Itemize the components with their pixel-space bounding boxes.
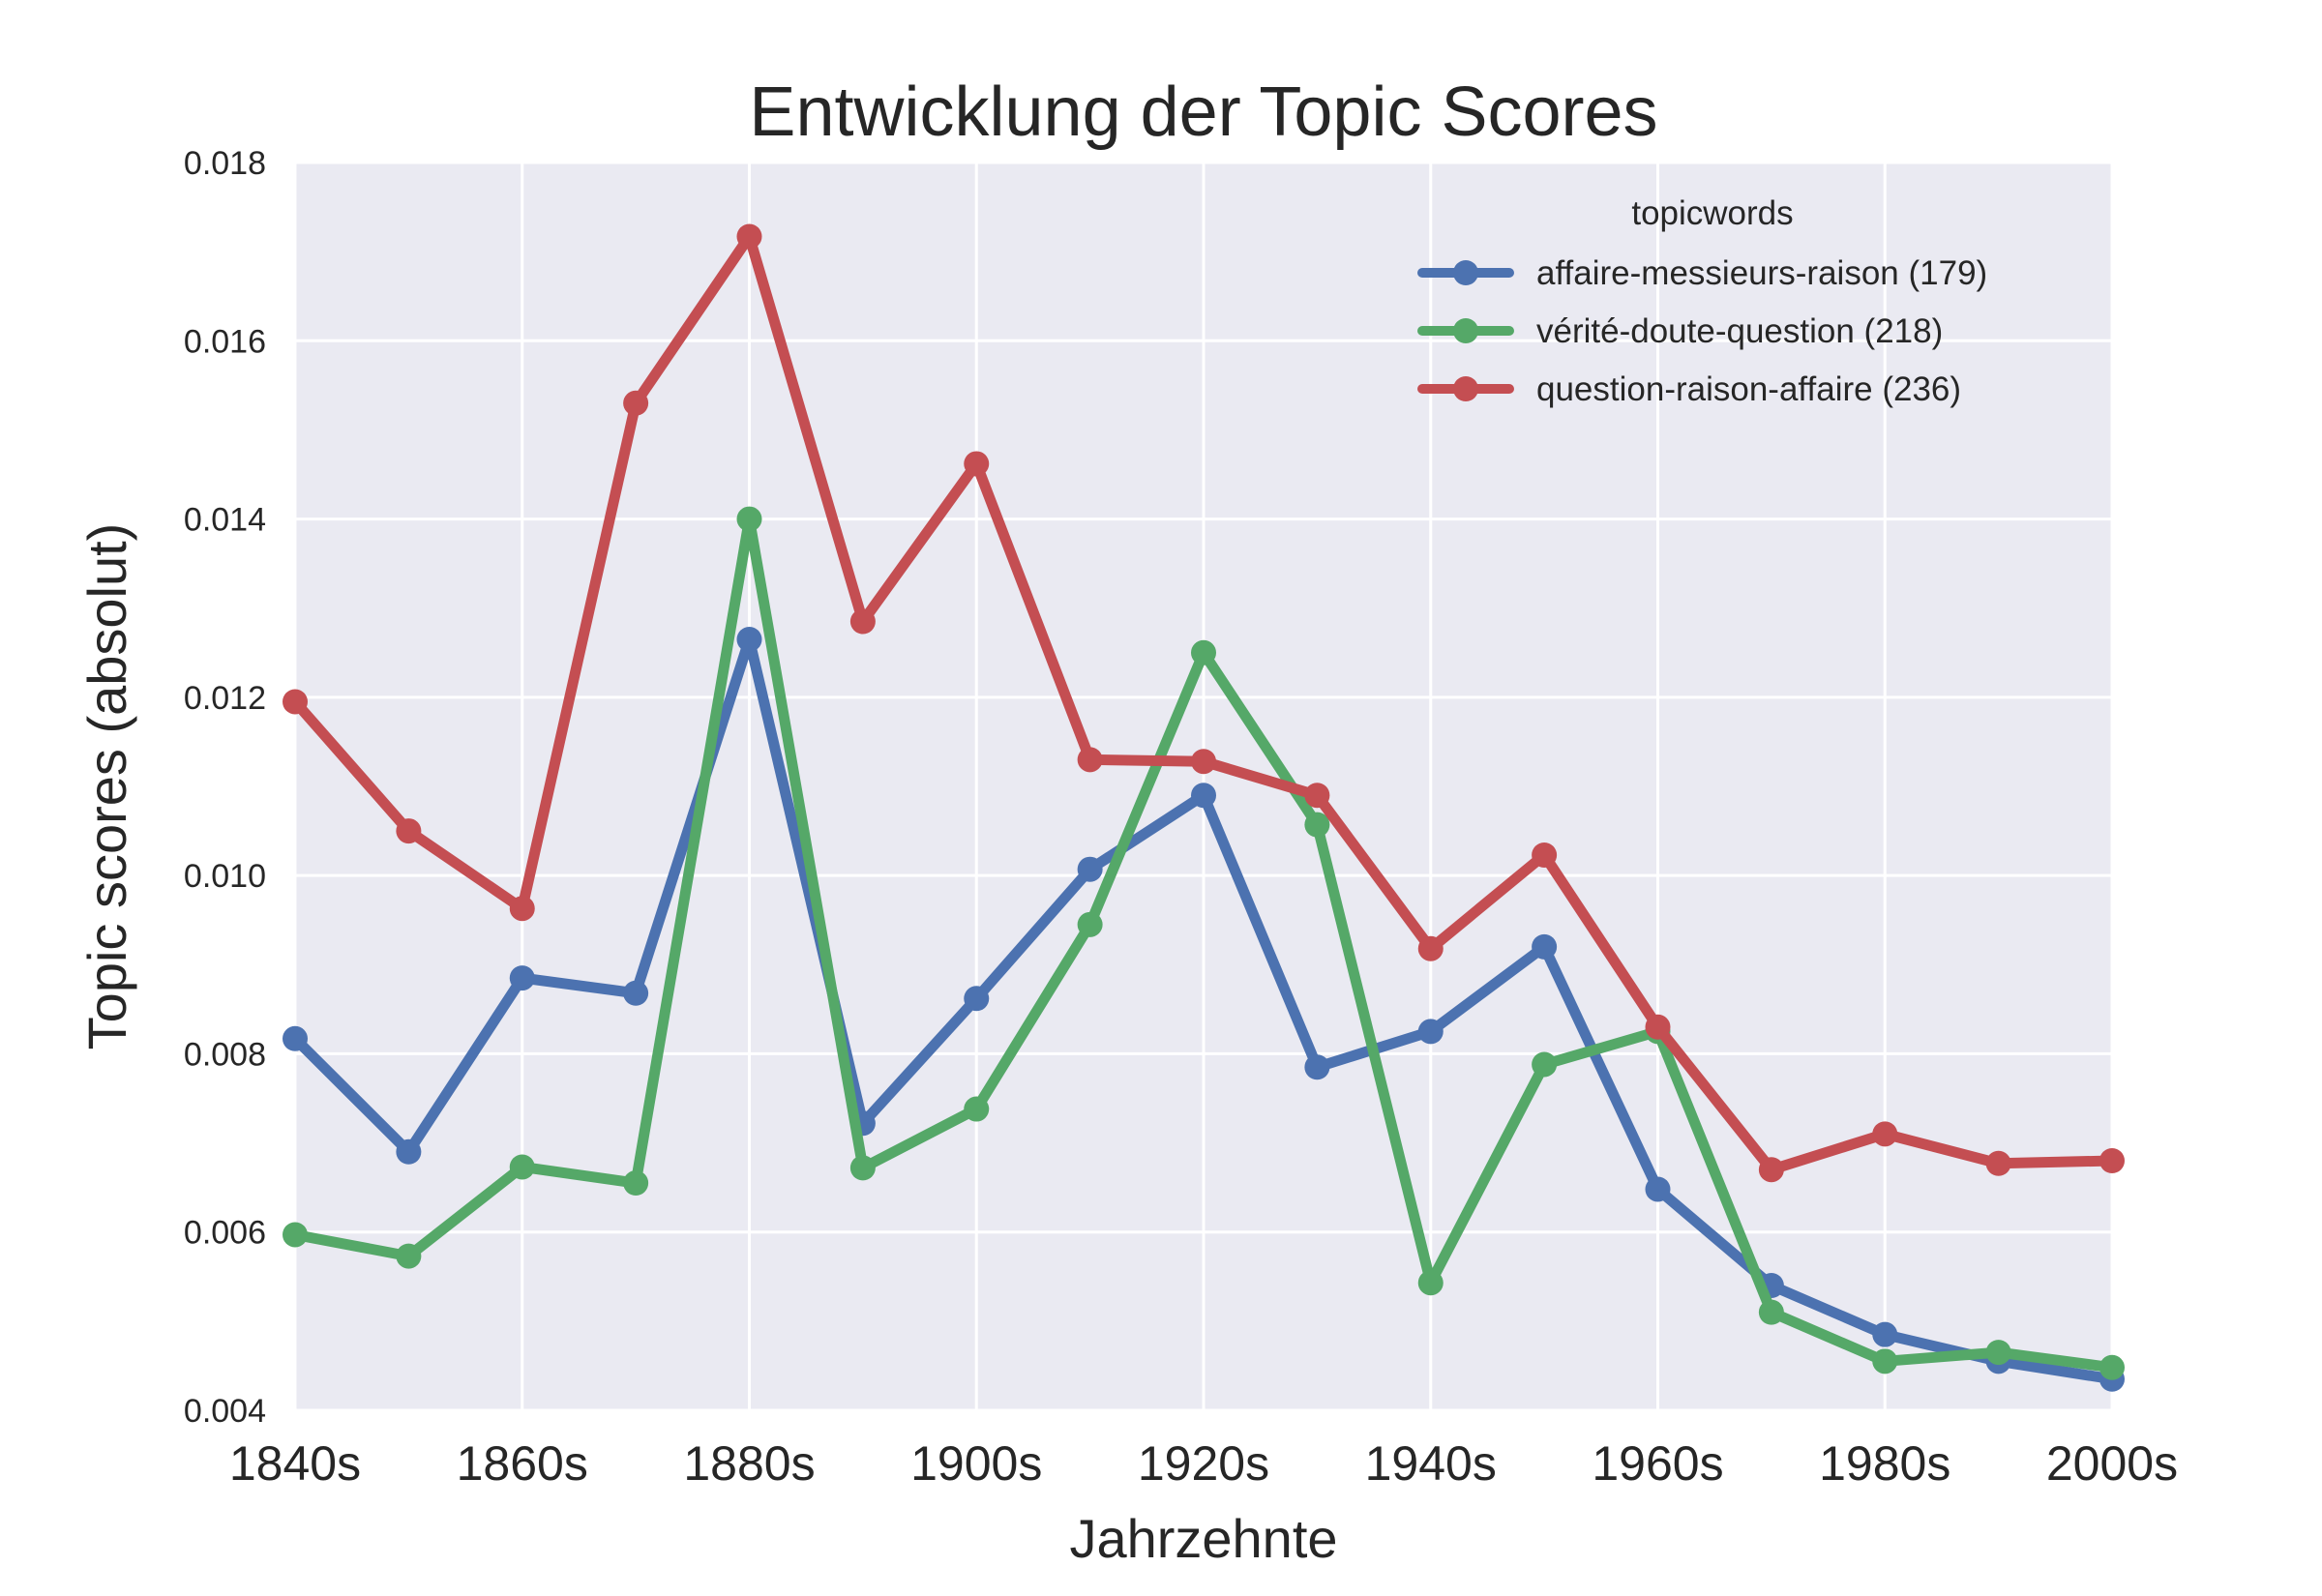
x-tick-label: 1860s <box>457 1436 588 1491</box>
legend-item: affaire-messieurs-raison (179) <box>1417 254 1987 292</box>
data-point <box>509 896 535 922</box>
x-tick-label: 1940s <box>1365 1436 1497 1491</box>
y-tick-label: 0.018 <box>184 145 266 182</box>
data-point <box>1985 1150 2011 1176</box>
x-tick-label: 2000s <box>2046 1436 2178 1491</box>
y-tick-label: 0.012 <box>184 680 266 717</box>
data-point <box>1645 1014 1671 1040</box>
data-point <box>1532 1051 1558 1078</box>
data-point <box>1304 783 1330 809</box>
data-point <box>1417 1019 1444 1045</box>
data-point <box>736 506 762 532</box>
data-point <box>1191 783 1216 809</box>
data-point <box>736 223 762 250</box>
series-2 <box>283 506 2125 1380</box>
legend-marker <box>1453 318 1478 343</box>
y-tick-label: 0.008 <box>184 1036 266 1073</box>
data-point <box>1077 911 1103 937</box>
data-point <box>283 1025 308 1051</box>
legend-label: vérité-doute-question (218) <box>1536 312 1943 350</box>
data-point <box>283 1222 308 1248</box>
data-point <box>509 965 535 991</box>
data-point <box>849 608 876 635</box>
data-point <box>509 1154 535 1180</box>
data-point <box>1417 1270 1444 1296</box>
data-point <box>736 626 762 652</box>
data-point <box>1304 1054 1330 1080</box>
legend-item: question-raison-affaire (236) <box>1417 370 1961 408</box>
data-point <box>1872 1348 1898 1374</box>
x-tick-label: 1980s <box>1819 1436 1950 1491</box>
data-point <box>1304 812 1330 838</box>
series-3 <box>283 223 2125 1183</box>
y-tick-label: 0.014 <box>184 502 266 539</box>
y-tick-label: 0.004 <box>184 1393 266 1430</box>
data-point <box>1417 935 1444 961</box>
data-point <box>623 1170 649 1197</box>
chart-title: Entwicklung der Topic Scores <box>749 74 1657 151</box>
data-point <box>849 1155 876 1181</box>
legend: topicwords affaire-messieurs-raison (179… <box>1417 194 1987 408</box>
data-point <box>1077 747 1103 773</box>
gridlines <box>293 161 2114 1412</box>
data-point <box>1985 1340 2011 1366</box>
x-axis-label: Jahrzehnte <box>1069 1508 1337 1569</box>
x-axis-ticks: 1840s 1860s 1880s 1900s 1920s 1940s 1960s 1980s… <box>229 1436 2178 1491</box>
y-tick-label: 0.006 <box>184 1215 266 1252</box>
data-point <box>1645 1176 1671 1202</box>
data-point <box>396 1138 422 1165</box>
data-point <box>1191 749 1216 775</box>
data-point <box>396 1243 422 1269</box>
y-tick-label: 0.016 <box>184 323 266 360</box>
data-point <box>964 451 990 477</box>
legend-label: affaire-messieurs-raison (179) <box>1536 254 1987 292</box>
y-tick-label: 0.010 <box>184 858 266 895</box>
data-point <box>1872 1321 1898 1347</box>
data-point <box>283 689 308 715</box>
legend-marker <box>1453 260 1478 285</box>
legend-marker <box>1453 376 1478 401</box>
data-point <box>1758 1157 1784 1183</box>
x-tick-label: 1960s <box>1592 1436 1723 1491</box>
legend-label: question-raison-affaire (236) <box>1536 370 1961 408</box>
x-tick-label: 1840s <box>229 1436 361 1491</box>
x-tick-label: 1900s <box>910 1436 1042 1491</box>
data-point <box>396 818 422 844</box>
legend-item: vérité-doute-question (218) <box>1417 312 1943 350</box>
data-point <box>1532 842 1558 868</box>
data-point <box>623 390 649 416</box>
data-point <box>2099 1354 2125 1380</box>
data-point <box>1758 1299 1784 1325</box>
y-axis-label: Topic scores (absolut) <box>76 523 137 1050</box>
data-point <box>1191 639 1216 665</box>
x-tick-label: 1920s <box>1138 1436 1269 1491</box>
legend-title: topicwords <box>1631 194 1793 232</box>
data-point <box>623 980 649 1006</box>
x-tick-label: 1880s <box>683 1436 815 1491</box>
data-point <box>2099 1148 2125 1173</box>
data-point <box>964 1096 990 1122</box>
data-point <box>1872 1121 1898 1147</box>
data-point <box>1532 933 1558 960</box>
series-layer <box>283 223 2125 1392</box>
data-point <box>964 986 990 1012</box>
data-point <box>1077 856 1103 882</box>
y-axis-ticks: 0.004 0.006 0.008 0.010 0.012 0.014 0.016 0.018 <box>184 145 266 1430</box>
